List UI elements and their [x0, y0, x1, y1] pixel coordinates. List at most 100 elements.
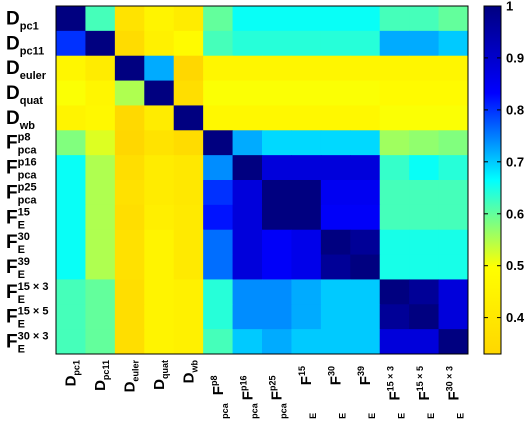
heatmap-cell [56, 80, 86, 106]
heatmap-cell [350, 279, 381, 305]
heatmap-cell [85, 155, 116, 181]
heatmap-cell [85, 130, 116, 156]
heatmap-cell [291, 30, 322, 57]
heatmap-cell [232, 80, 263, 106]
heatmap-cell [409, 254, 440, 280]
heatmap-cell [438, 279, 469, 305]
heatmap-cell [144, 304, 175, 330]
heatmap-cell [379, 304, 410, 330]
heatmap-cell [144, 204, 175, 231]
heatmap-cell [56, 304, 86, 330]
column-label: Fp25pca [268, 376, 289, 419]
heatmap-cell [262, 304, 292, 330]
heatmap-cell [173, 6, 204, 32]
heatmap-cell [173, 105, 204, 131]
heatmap-cell [379, 229, 410, 256]
heatmap-cell [409, 279, 440, 305]
heatmap-cell [350, 30, 381, 57]
heatmap-frame [55, 5, 469, 355]
heatmap-cell [232, 180, 263, 206]
heatmap-cell [114, 180, 145, 206]
heatmap-cell [320, 105, 351, 131]
heatmap-cell [379, 105, 410, 131]
column-label: Fp16pca [238, 376, 259, 419]
heatmap-cell [173, 180, 204, 206]
heatmap-cell [56, 130, 86, 156]
row-label: Fp16 pca [6, 157, 37, 182]
heatmap-cell [409, 80, 440, 106]
heatmap-cell [173, 329, 204, 355]
heatmap-cell [409, 6, 440, 32]
colorbar-tick-label: 0.6 [506, 206, 524, 221]
heatmap-cell [56, 30, 86, 57]
heatmap-cell [262, 6, 292, 32]
heatmap-cell [409, 229, 440, 256]
heatmap-cell [56, 6, 86, 32]
heatmap-cell [85, 204, 116, 231]
heatmap-cell [262, 130, 292, 156]
heatmap-cell [114, 55, 145, 82]
heatmap-cell [203, 329, 234, 355]
heatmap-cell [173, 304, 204, 330]
heatmap-cell [320, 155, 351, 181]
heatmap-cell [173, 155, 204, 181]
row-label: Fp8 pca [6, 132, 37, 157]
heatmap-cell [203, 55, 234, 82]
heatmap-cell [291, 304, 322, 330]
row-label: Dpc1 [6, 8, 39, 32]
heatmap-cell [144, 329, 175, 355]
heatmap-cell [379, 55, 410, 82]
heatmap-cell [173, 254, 204, 280]
heatmap-cell [350, 55, 381, 82]
heatmap-cell [379, 6, 410, 32]
heatmap-cell [114, 304, 145, 330]
heatmap-cell [262, 254, 292, 280]
heatmap-cell [85, 254, 116, 280]
heatmap-cell [409, 55, 440, 82]
heatmap-cell [291, 329, 322, 355]
heatmap-cell [232, 155, 263, 181]
heatmap-cell [85, 329, 116, 355]
colorbar-tick-label: 0.8 [506, 102, 524, 117]
heatmap-cell [56, 180, 86, 206]
heatmap-cell [379, 130, 410, 156]
heatmap-cell [144, 229, 175, 256]
heatmap-cell [232, 105, 263, 131]
heatmap-cell [232, 55, 263, 82]
heatmap-cell [144, 30, 175, 57]
heatmap-cell [114, 80, 145, 106]
heatmap-cell [232, 304, 263, 330]
heatmap-cell [291, 130, 322, 156]
heatmap-cell [350, 254, 381, 280]
heatmap-cell [409, 180, 440, 206]
heatmap-cell [85, 6, 116, 32]
heatmap-cell [438, 204, 469, 231]
heatmap-cell [350, 329, 381, 355]
heatmap-cell [173, 204, 204, 231]
heatmap-cell [85, 30, 116, 57]
heatmap-cell [350, 204, 381, 231]
heatmap-cell [56, 155, 86, 181]
heatmap-cell [409, 304, 440, 330]
heatmap-cell [379, 204, 410, 231]
heatmap-cell [409, 105, 440, 131]
heatmap-cell [114, 204, 145, 231]
heatmap-cell [173, 130, 204, 156]
colorbar-tick-label: 0.7 [506, 154, 524, 169]
heatmap-cell [203, 204, 234, 231]
row-label: Dwb [6, 108, 35, 132]
colorbar-ticks: 0.4 0.5 0.6 0.7 0.8 0.9 1 [484, 0, 525, 325]
heatmap-cell [438, 254, 469, 280]
row-label: F15 E [6, 206, 30, 231]
heatmap-cell [232, 30, 263, 57]
heatmap-cell [379, 80, 410, 106]
heatmap-cell [85, 55, 116, 82]
heatmap-cell [114, 105, 145, 131]
heatmap-cell [350, 155, 381, 181]
heatmap-cell [144, 279, 175, 305]
heatmap-cell [144, 130, 175, 156]
heatmap-cell [350, 304, 381, 330]
heatmap-cell [114, 130, 145, 156]
heatmap-cell [438, 304, 469, 330]
heatmap-cell [144, 254, 175, 280]
